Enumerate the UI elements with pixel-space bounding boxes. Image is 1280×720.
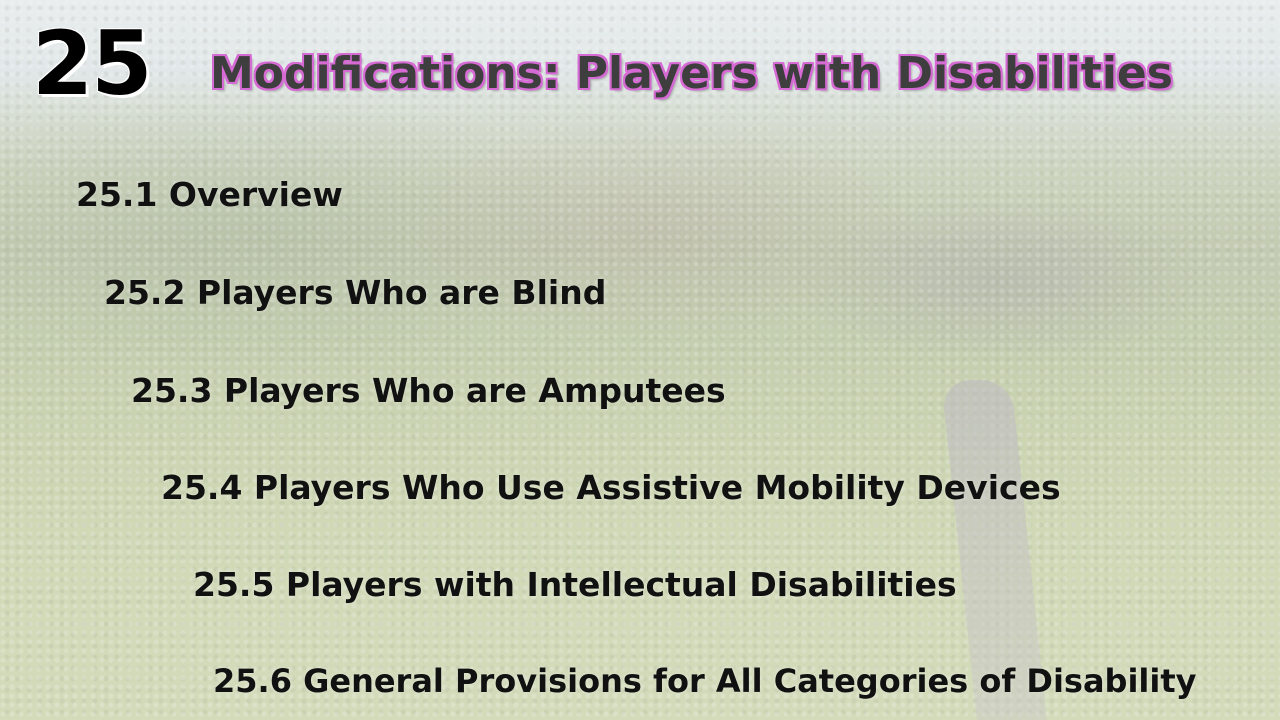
section-item-blind[interactable]: 25.2 Players Who are Blind: [104, 273, 607, 312]
section-item-intellectual-disabilities[interactable]: 25.5 Players with Intellectual Disabilit…: [193, 565, 957, 604]
section-item-overview[interactable]: 25.1 Overview: [76, 175, 343, 214]
chapter-number: 25: [32, 12, 152, 115]
section-item-amputees[interactable]: 25.3 Players Who are Amputees: [131, 371, 726, 410]
section-item-general-provisions[interactable]: 25.6 General Provisions for All Categori…: [213, 662, 1197, 700]
slide-title: Modifications: Players with Disabilities: [210, 48, 1173, 99]
section-item-mobility-devices[interactable]: 25.4 Players Who Use Assistive Mobility …: [161, 468, 1061, 507]
